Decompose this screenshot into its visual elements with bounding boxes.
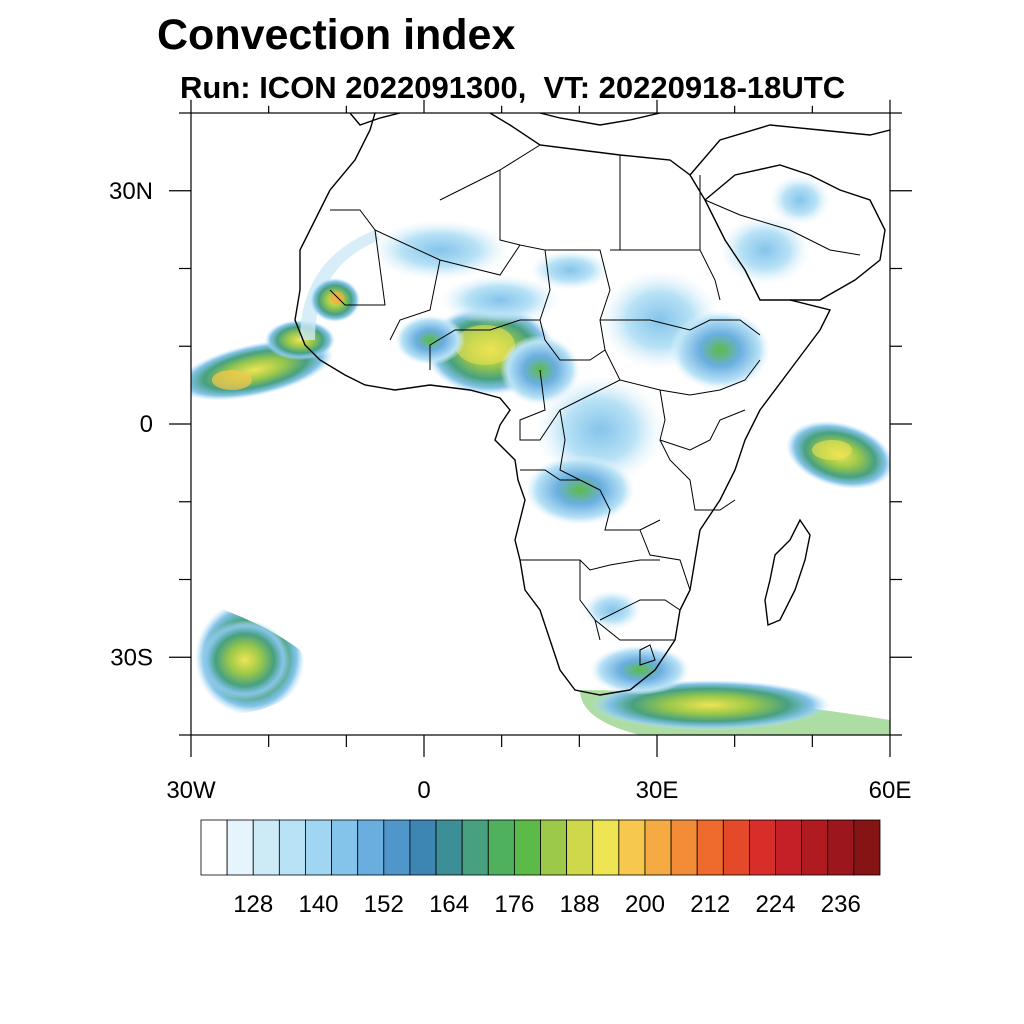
colorbar-label: 188 bbox=[560, 891, 600, 918]
lon-tick-label: 30W bbox=[166, 777, 216, 804]
colorbar-swatch bbox=[540, 819, 568, 876]
colorbar-swatch bbox=[827, 819, 855, 876]
colorbar-swatch bbox=[305, 819, 332, 876]
colorbar-label: 236 bbox=[821, 891, 861, 918]
lon-tick-label: 0 bbox=[417, 777, 430, 804]
colorbar-swatch bbox=[513, 819, 541, 876]
axis-tick-labels: 30N 0 30S 30W 0 30E 60E bbox=[109, 178, 911, 804]
colorbar-labels: 128 140 152 164 176 188 200 212 224 236 bbox=[233, 891, 861, 918]
axis-ticks bbox=[169, 99, 912, 757]
colorbar-swatch bbox=[722, 819, 750, 876]
lon-tick-label: 60E bbox=[869, 777, 912, 804]
map-subtitle: Run: ICON 2022091300, VT: 20220918-18UTC bbox=[180, 70, 846, 105]
colorbar-swatch bbox=[775, 819, 803, 876]
colorbar-label: 176 bbox=[494, 891, 534, 918]
lon-tick-label: 30E bbox=[636, 777, 679, 804]
colorbar-swatch bbox=[252, 819, 280, 876]
map-title: Convection index bbox=[157, 11, 516, 59]
colorbar-swatch bbox=[644, 819, 672, 876]
colorbar-swatch bbox=[200, 819, 228, 876]
colorbar-swatch bbox=[749, 819, 776, 876]
colorbar-swatch bbox=[670, 819, 698, 876]
colorbar-label: 128 bbox=[233, 891, 273, 918]
colorbar-swatch bbox=[383, 819, 411, 876]
colorbar-swatch bbox=[696, 819, 724, 876]
colorbar-swatch bbox=[331, 819, 359, 876]
lat-tick-label: 30S bbox=[110, 644, 153, 671]
colorbar-swatch bbox=[592, 819, 620, 876]
colorbar-label: 224 bbox=[756, 891, 796, 918]
borders bbox=[329, 144, 861, 666]
colorbar-swatch bbox=[357, 819, 385, 876]
colorbar-swatch bbox=[566, 819, 594, 876]
colorbar-swatch bbox=[435, 819, 463, 876]
colorbar-swatch bbox=[461, 819, 489, 876]
convection-field bbox=[191, 175, 890, 735]
colorbar-swatch bbox=[487, 819, 515, 876]
colorbar-swatch bbox=[618, 819, 646, 876]
colorbar-swatch bbox=[226, 819, 254, 876]
lat-tick-label: 30N bbox=[109, 178, 153, 205]
colorbar-swatch bbox=[278, 819, 306, 876]
colorbar-label: 140 bbox=[298, 891, 338, 918]
colorbar-swatch bbox=[801, 819, 829, 876]
coastlines bbox=[294, 113, 890, 696]
colorbar-swatch bbox=[853, 819, 881, 876]
colorbar-label: 200 bbox=[625, 891, 665, 918]
colorbar bbox=[200, 819, 881, 876]
colorbar-label: 212 bbox=[690, 891, 730, 918]
colorbar-label: 164 bbox=[429, 891, 469, 918]
colorbar-swatch bbox=[409, 819, 437, 876]
colorbar-label: 152 bbox=[364, 891, 404, 918]
lat-tick-label: 0 bbox=[140, 411, 153, 438]
